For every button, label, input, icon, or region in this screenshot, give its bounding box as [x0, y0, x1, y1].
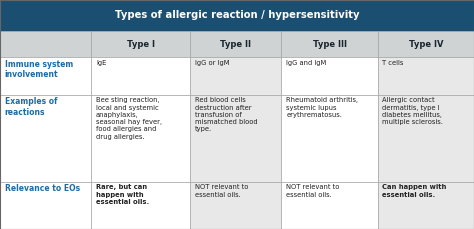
Bar — [91, 31, 190, 57]
Bar — [190, 31, 282, 57]
Text: Types of allergic reaction / hypersensitivity: Types of allergic reaction / hypersensit… — [115, 11, 359, 20]
Text: Type III: Type III — [312, 40, 346, 49]
Bar — [91, 95, 190, 182]
Text: NOT relevant to
essential oils.: NOT relevant to essential oils. — [195, 184, 248, 198]
Bar — [190, 182, 282, 229]
Bar — [0, 95, 91, 182]
Text: Type II: Type II — [220, 40, 251, 49]
Text: T cells: T cells — [383, 60, 404, 65]
Bar — [0, 0, 474, 31]
Text: IgG or IgM: IgG or IgM — [195, 60, 229, 65]
Bar — [0, 31, 91, 57]
Text: IgE: IgE — [96, 60, 107, 65]
Text: NOT relevant to
essential oils.: NOT relevant to essential oils. — [286, 184, 339, 198]
Text: Type I: Type I — [127, 40, 155, 49]
Bar — [378, 57, 474, 95]
Text: Can happen with
essential oils.: Can happen with essential oils. — [383, 184, 447, 198]
Bar — [0, 182, 91, 229]
Text: Relevance to EOs: Relevance to EOs — [5, 184, 80, 193]
Bar — [282, 182, 378, 229]
Text: IgG and IgM: IgG and IgM — [286, 60, 327, 65]
Bar — [190, 57, 282, 95]
Text: Red blood cells
destruction after
transfusion of
mismatched blood
type.: Red blood cells destruction after transf… — [195, 97, 257, 132]
Bar — [0, 57, 91, 95]
Text: Bee sting reaction,
local and systemic
anaphylaxis,
seasonal hay fever,
food all: Bee sting reaction, local and systemic a… — [96, 97, 162, 139]
Bar — [378, 31, 474, 57]
Bar — [282, 31, 378, 57]
Bar — [91, 182, 190, 229]
Text: Type IV: Type IV — [409, 40, 443, 49]
Text: Rare, but can
happen with
essential oils.: Rare, but can happen with essential oils… — [96, 184, 149, 205]
Text: Examples of
reactions: Examples of reactions — [5, 97, 57, 117]
Bar — [378, 182, 474, 229]
Bar — [282, 95, 378, 182]
Bar — [190, 95, 282, 182]
Text: Rheumatoid arthritis,
systemic lupus
erythrematosus.: Rheumatoid arthritis, systemic lupus ery… — [286, 97, 358, 118]
Text: Allergic contact
dermatitis, type I
diabetes mellitus,
multiple sclerosis.: Allergic contact dermatitis, type I diab… — [383, 97, 443, 125]
Text: Immune system
involvement: Immune system involvement — [5, 60, 73, 79]
Bar — [282, 57, 378, 95]
Bar — [378, 95, 474, 182]
Bar — [91, 57, 190, 95]
